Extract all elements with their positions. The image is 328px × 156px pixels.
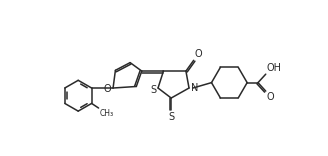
Text: S: S [150,85,156,95]
Text: O: O [267,92,274,102]
Text: OH: OH [267,63,281,73]
Text: O: O [195,49,202,59]
Text: O: O [104,84,112,94]
Text: N: N [191,83,198,93]
Text: S: S [168,112,174,122]
Text: CH₃: CH₃ [99,109,113,118]
